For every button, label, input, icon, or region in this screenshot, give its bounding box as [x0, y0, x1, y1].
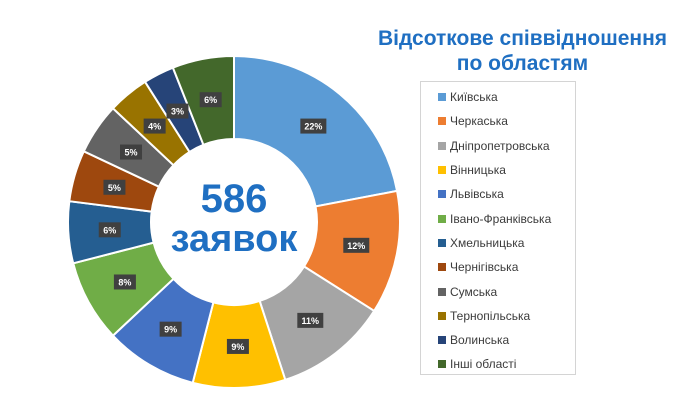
- legend-label: Хмельницька: [450, 235, 525, 250]
- legend-swatch: [438, 141, 446, 150]
- legend-item: Тернопільська: [421, 304, 575, 328]
- legend-swatch: [438, 311, 446, 320]
- data-label-box: [226, 338, 249, 354]
- data-label-text: 6%: [103, 225, 116, 235]
- legend-swatch: [438, 336, 446, 345]
- legend-label: Сумська: [450, 284, 498, 299]
- data-label-text: 12%: [347, 241, 365, 251]
- data-label-box: [159, 321, 182, 337]
- legend-item: Львівська: [421, 182, 575, 206]
- center-caption: заявок: [171, 218, 299, 260]
- donut-slices: [67, 54, 401, 389]
- legend-swatch: [438, 360, 446, 369]
- legend-label: Вінницька: [450, 163, 506, 178]
- data-label-box: [120, 144, 143, 160]
- data-label-6: 8%: [113, 274, 136, 290]
- data-label-text: 6%: [204, 95, 217, 105]
- legend-swatch: [438, 166, 446, 175]
- data-label-box: [300, 118, 327, 134]
- data-label-2: 12%: [343, 237, 370, 253]
- data-label-text: 8%: [118, 277, 131, 287]
- data-label-box: [343, 237, 370, 253]
- legend-item: Івано-Франківська: [421, 206, 575, 230]
- legend-item: Сумська: [421, 279, 575, 303]
- data-labels: 22% 12% 11% 9% 9% 8% 6% 5% 5% 4% 3% 6%: [98, 92, 370, 354]
- data-label-10: 4%: [143, 118, 166, 134]
- data-label-text: 5%: [108, 183, 121, 193]
- legend-swatch: [438, 93, 446, 102]
- data-label-text: 3%: [171, 107, 184, 117]
- legend-label: Київська: [450, 90, 498, 105]
- legend-label: Львівська: [450, 187, 504, 202]
- legend-label: Чернігівська: [450, 260, 519, 275]
- data-label-box: [199, 92, 222, 108]
- data-label-12: 6%: [199, 92, 222, 108]
- data-label-box: [113, 274, 136, 290]
- legend-label: Дніпропетровська: [450, 138, 550, 153]
- data-label-4: 9%: [226, 338, 249, 354]
- legend-item: Чернігівська: [421, 255, 575, 279]
- legend-item: Хмельницька: [421, 231, 575, 255]
- legend-swatch: [438, 214, 446, 223]
- data-label-3: 11%: [297, 312, 324, 328]
- chart-title-line-1: Відсоткове співвідношення: [377, 27, 668, 50]
- legend-label: Волинська: [450, 333, 510, 348]
- data-label-9: 5%: [120, 144, 143, 160]
- legend-label: Івано-Франківська: [450, 211, 552, 226]
- data-label-1: 22%: [300, 118, 327, 134]
- legend-label: Черкаська: [450, 114, 508, 129]
- data-label-5: 9%: [159, 321, 182, 337]
- data-label-text: 5%: [125, 148, 138, 158]
- data-label-text: 4%: [148, 122, 161, 132]
- legend-label: Інші області: [450, 357, 517, 372]
- legend: Київська Черкаська Дніпропетровська Вінниць…: [420, 81, 576, 375]
- legend-item: Вінницька: [421, 158, 575, 182]
- data-label-text: 22%: [304, 122, 322, 132]
- chart-title: Відсоткове співвідношення по областям: [370, 26, 675, 76]
- legend-item: Київська: [421, 85, 575, 109]
- data-label-8: 5%: [103, 179, 126, 195]
- legend-swatch: [438, 238, 446, 247]
- legend-swatch: [438, 190, 446, 199]
- data-label-box: [103, 179, 126, 195]
- legend-item: Інші області: [421, 352, 575, 376]
- legend-swatch: [438, 287, 446, 296]
- data-label-box: [166, 103, 189, 119]
- legend-swatch: [438, 117, 446, 126]
- data-label-text: 9%: [164, 325, 177, 335]
- legend-item: Волинська: [421, 328, 575, 352]
- data-label-7: 6%: [98, 222, 121, 238]
- data-label-box: [98, 222, 121, 238]
- data-label-11: 3%: [166, 103, 189, 119]
- data-label-text: 11%: [302, 316, 320, 326]
- data-label-box: [143, 118, 166, 134]
- legend-label: Тернопільська: [450, 308, 531, 323]
- data-label-box: [297, 312, 324, 328]
- center-count: 586: [201, 177, 268, 221]
- chart-title-line-2: по областям: [456, 52, 589, 75]
- data-label-text: 9%: [231, 342, 244, 352]
- legend-swatch: [438, 263, 446, 272]
- legend-item: Черкаська: [421, 109, 575, 133]
- legend-item: Дніпропетровська: [421, 134, 575, 158]
